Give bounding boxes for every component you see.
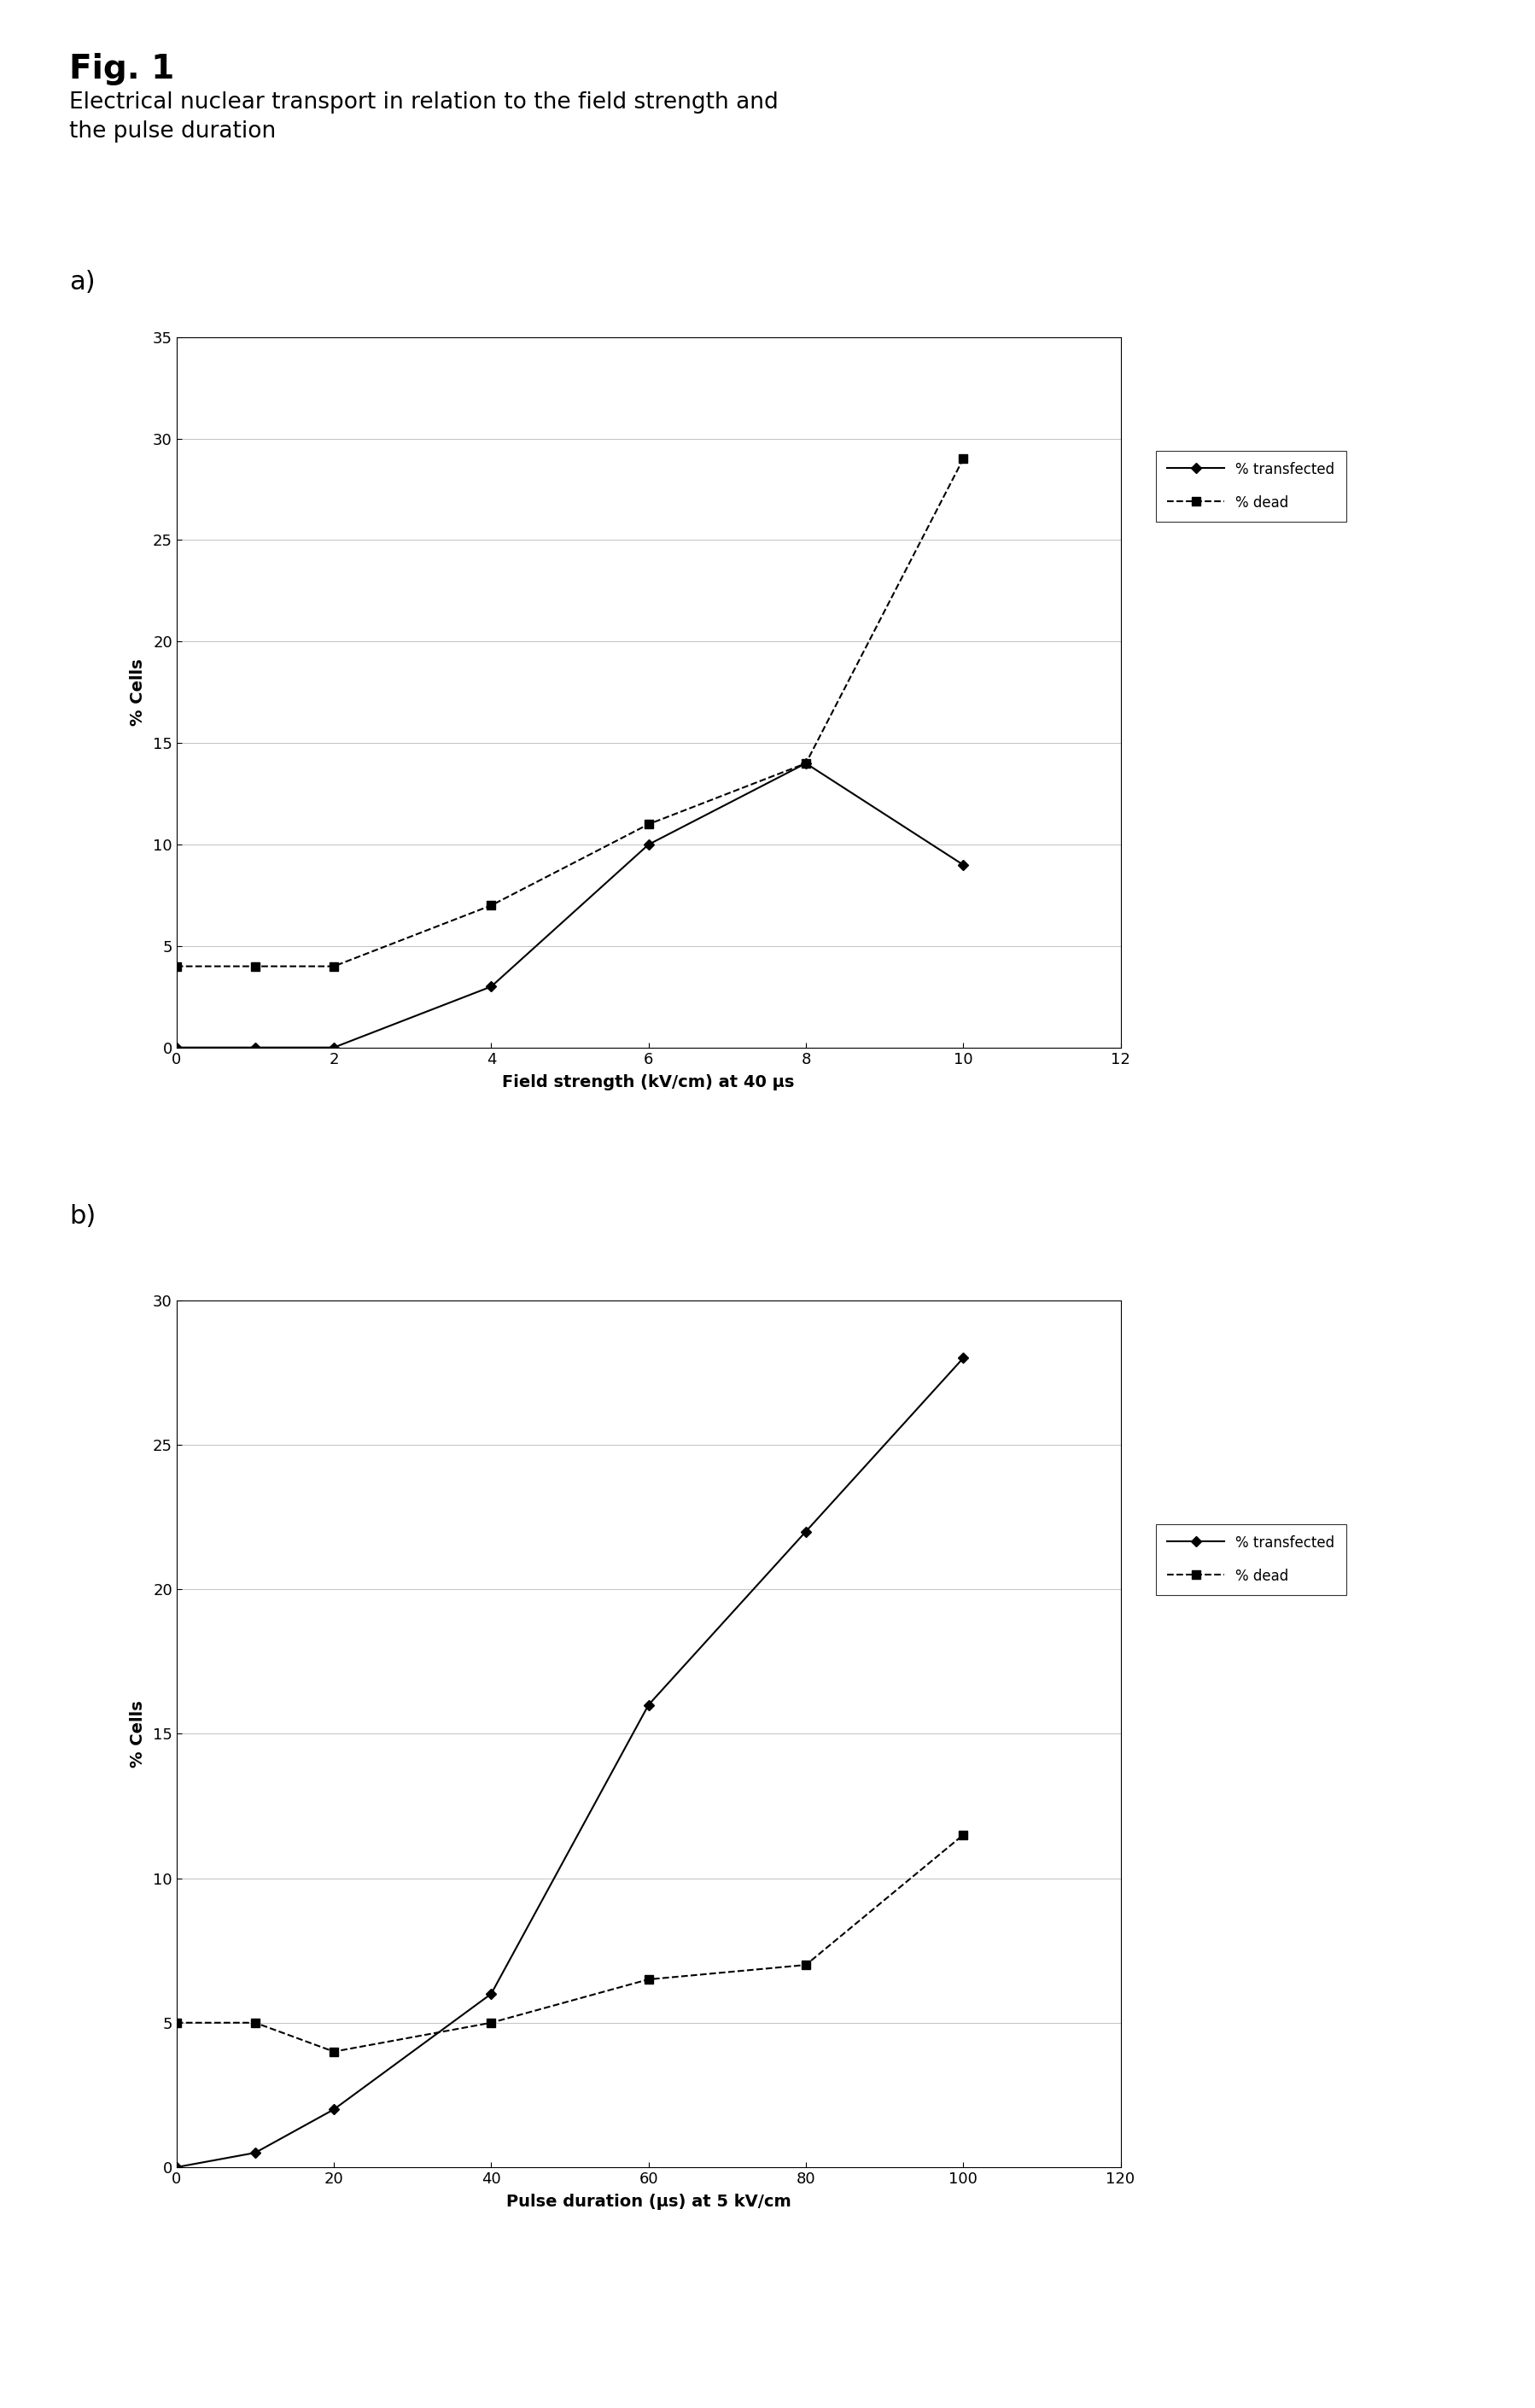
% transfected: [639, 831, 657, 860]
% dead: [167, 951, 186, 980]
% transfected: [325, 2095, 344, 2124]
Legend: % transfected, % dead: % transfected, % dead: [1156, 450, 1346, 523]
% transfected: [167, 2153, 186, 2182]
% dead: [953, 445, 973, 474]
% dead: [955, 1820, 973, 1849]
% dead: [639, 1965, 657, 1994]
% transfected: [639, 1690, 657, 1719]
X-axis label: Field strength (kV/cm) at 40 μs: Field strength (kV/cm) at 40 μs: [502, 1074, 795, 1091]
Line: % dead: % dead: [172, 455, 967, 970]
% dead: [639, 809, 657, 838]
% dead: [325, 2037, 344, 2066]
Text: a): a): [69, 270, 95, 294]
% dead: [482, 2008, 500, 2037]
% transfected: [797, 1517, 815, 1546]
Line: % transfected: % transfected: [173, 761, 967, 1050]
% transfected: [955, 1344, 973, 1373]
% transfected: [797, 749, 815, 778]
% dead: [797, 1950, 815, 1979]
% dead: [797, 749, 815, 778]
% transfected: [953, 850, 973, 879]
Legend: % transfected, % dead: % transfected, % dead: [1156, 1524, 1346, 1594]
% dead: [246, 2008, 264, 2037]
Line: % dead: % dead: [172, 1830, 967, 2056]
Text: the pulse duration: the pulse duration: [69, 120, 276, 142]
% transfected: [167, 1033, 186, 1062]
% transfected: [325, 1033, 344, 1062]
% transfected: [482, 1979, 500, 2008]
Line: % transfected: % transfected: [173, 1356, 967, 2170]
% dead: [482, 891, 500, 920]
% dead: [167, 2008, 186, 2037]
% dead: [246, 951, 264, 980]
Y-axis label: % Cells: % Cells: [129, 1700, 146, 1767]
% transfected: [246, 2138, 264, 2167]
Text: Electrical nuclear transport in relation to the field strength and: Electrical nuclear transport in relation…: [69, 92, 778, 113]
% transfected: [246, 1033, 264, 1062]
Text: b): b): [69, 1204, 95, 1228]
% dead: [325, 951, 344, 980]
% transfected: [482, 973, 500, 1002]
X-axis label: Pulse duration (μs) at 5 kV/cm: Pulse duration (μs) at 5 kV/cm: [507, 2194, 791, 2211]
Y-axis label: % Cells: % Cells: [129, 660, 146, 725]
Text: Fig. 1: Fig. 1: [69, 53, 175, 84]
